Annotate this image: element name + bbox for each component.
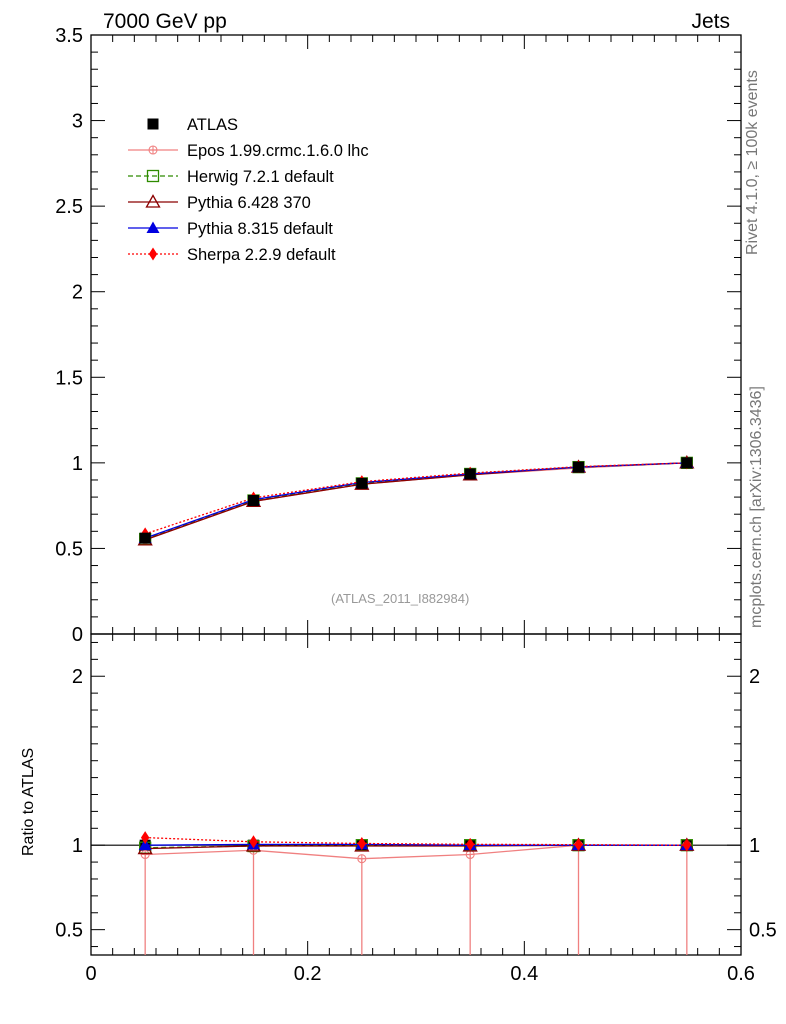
legend-herwig-marker (146, 169, 160, 183)
legend-atlas-marker (147, 118, 159, 130)
y-tick-label: 2 (72, 282, 83, 304)
legend-pythia6-marker (145, 194, 161, 208)
y-tick-label: 0.5 (55, 538, 83, 560)
x-tick-label: 0.4 (510, 963, 538, 985)
y-tick-label: 2 (72, 666, 83, 688)
y-tick-label: 0.5 (55, 920, 83, 942)
legend-pythia6-label: Pythia 6.428 370 (187, 194, 311, 212)
y-tick-label-right: 2 (749, 666, 760, 688)
main-pythia6-line (144, 462, 687, 541)
analysis-reference: (ATLAS_2011_I882984) (331, 591, 470, 606)
header-left: 7000 GeV pp (103, 10, 227, 33)
main-atlas-point (681, 457, 693, 469)
header-right: Jets (691, 10, 730, 33)
main-atlas-point (139, 532, 151, 544)
main-atlas-point (573, 461, 584, 473)
x-tick-label: 0.6 (727, 963, 755, 985)
y-tick-label: 1 (72, 835, 83, 857)
y-tick-label: 3.5 (55, 25, 83, 47)
ratio-sherpa-point (140, 831, 150, 845)
ratio-pythia8-line (145, 843, 687, 846)
legend-atlas-label: ATLAS (187, 116, 238, 134)
y-tick-label: 0 (72, 624, 83, 646)
main-atlas-point (248, 495, 259, 507)
ratio-sherpa-point (249, 835, 258, 849)
y-tick-label: 1 (72, 453, 83, 475)
y-tick-label: 2.5 (55, 196, 83, 218)
main-sherpa-line (144, 462, 687, 535)
ratio-epos-point (357, 854, 367, 864)
legend-sherpa-label: Sherpa 2.2.9 default (187, 246, 336, 264)
ratio-pythia8-point (138, 838, 152, 851)
ratio-panel: 0 0.2 0.4 0.6 0.5 0.5 1 1 2 2 (55, 633, 777, 985)
main-atlas-point (356, 477, 368, 489)
ratio-sherpa-point (465, 837, 475, 851)
ratio-frame (90, 633, 742, 956)
ratio-epos-point (140, 849, 150, 860)
legend: ATLAS Epos 1.99.crmc.1.6.0 lhc Herwig 7.2.… (128, 116, 369, 264)
y-tick-label-right: 1 (749, 835, 760, 857)
y-tick-label-right: 0.5 (749, 920, 777, 942)
x-tick-label: 0.2 (294, 963, 322, 985)
main-atlas-point (464, 468, 476, 480)
legend-epos-label: Epos 1.99.crmc.1.6.0 lhc (187, 142, 369, 160)
ratio-sherpa-point (574, 838, 583, 852)
ratio-sherpa-point (357, 836, 367, 850)
ratio-sherpa-point (682, 838, 692, 852)
legend-pythia8-label: Pythia 8.315 default (187, 220, 333, 238)
y-tick-label: 1.5 (55, 367, 83, 389)
y-tick-label: 3 (72, 111, 83, 133)
main-panel: 0 0.5 1 1.5 2 2.5 3 3.5 (55, 25, 742, 646)
main-epos-line (144, 462, 687, 541)
legend-pythia8-marker (146, 221, 160, 233)
legend-herwig-label: Herwig 7.2.1 default (187, 168, 334, 186)
series-layer (137, 455, 695, 955)
legend-sherpa-marker (148, 247, 158, 261)
legend-epos-marker (148, 145, 158, 155)
x-tick-label: 0 (85, 963, 96, 985)
main-pythia8-line (144, 462, 687, 539)
main-herwig-line (144, 462, 687, 540)
